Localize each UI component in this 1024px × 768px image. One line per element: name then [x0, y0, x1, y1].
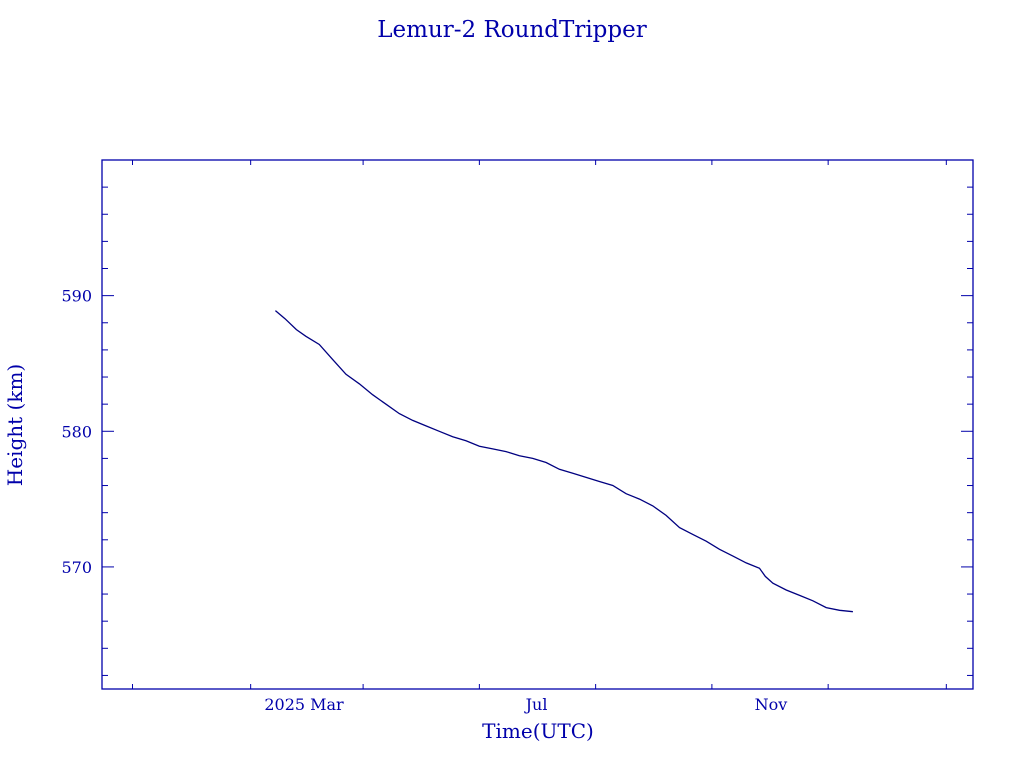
plot-frame — [101, 159, 974, 690]
chart-title: Lemur-2 RoundTripper — [377, 17, 646, 43]
y-tick-group — [102, 186, 973, 676]
y-tick-label: 580 — [61, 422, 92, 441]
y-axis-label: Height (km) — [3, 364, 27, 486]
y-tick-label: 590 — [61, 287, 92, 306]
y-tick-label: 570 — [61, 558, 92, 577]
x-tick-label: Jul — [524, 695, 548, 714]
x-tick-label: 2025 Mar — [264, 695, 344, 714]
x-axis-label: Time(UTC) — [482, 719, 594, 743]
x-tick-group — [131, 160, 947, 689]
x-tick-label: Nov — [755, 695, 788, 714]
series-line — [274, 310, 853, 613]
tick-label-group: 2025 Mar Jul Nov 570 580 590 — [61, 287, 787, 714]
